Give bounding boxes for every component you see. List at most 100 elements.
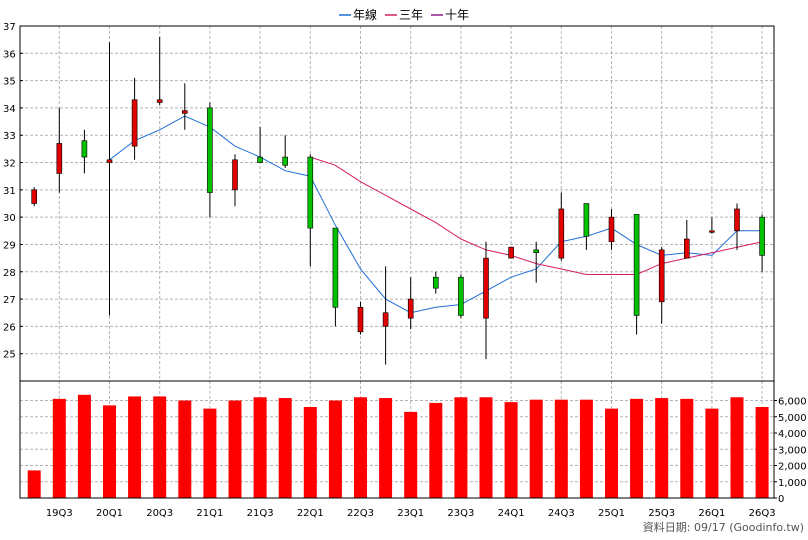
candle xyxy=(683,219,690,259)
volume-tick-label: 3,000 xyxy=(778,445,807,456)
volume-axis-ticks: 0 1,000 2,000 3,000 4,000 5,000 6,000 xyxy=(774,397,807,505)
candle-body xyxy=(56,143,63,174)
price-tick-label: 33 xyxy=(3,131,16,142)
candle-body xyxy=(307,156,314,229)
volume-bar xyxy=(705,408,719,498)
candle xyxy=(432,271,439,294)
candle xyxy=(658,247,665,324)
candle-body xyxy=(633,214,640,316)
candle-body xyxy=(257,156,263,163)
price-tick-label: 25 xyxy=(3,350,16,361)
candlesticks xyxy=(31,36,765,365)
x-tick-label: 23Q3 xyxy=(447,508,474,519)
candle xyxy=(508,246,514,259)
price-tick-label: 29 xyxy=(3,240,16,251)
price-tick-label: 35 xyxy=(3,77,16,88)
candle xyxy=(759,214,765,272)
candle xyxy=(131,77,138,160)
volume-tick-label: 4,000 xyxy=(778,429,807,440)
volume-bar xyxy=(655,398,669,498)
price-tick-label: 36 xyxy=(3,49,16,60)
candle-body xyxy=(81,140,88,158)
candle-body xyxy=(432,276,439,289)
candle xyxy=(357,301,364,335)
volume-bar xyxy=(755,407,769,498)
volume-bar xyxy=(103,405,116,498)
x-tick-label: 25Q3 xyxy=(648,508,675,519)
volume-bar xyxy=(554,399,568,498)
price-tick-label: 37 xyxy=(3,22,16,33)
candle-body xyxy=(207,107,213,193)
price-tick-label: 27 xyxy=(3,295,16,306)
volume-bar xyxy=(77,394,91,498)
volume-plot-frame xyxy=(19,380,775,499)
data-source-footer: 資料日期: 09/17 (Goodinfo.tw) xyxy=(643,520,804,534)
legend-label-annual: 年線 xyxy=(353,7,377,22)
x-axis-ticks: 19Q3 20Q1 20Q3 21Q1 21Q3 22Q1 22Q3 23Q1 23Q3 24Q1… xyxy=(46,508,776,519)
volume-tick-label: 1,000 xyxy=(778,478,807,489)
candle xyxy=(207,102,213,218)
candle-body xyxy=(407,298,414,319)
volume-bar xyxy=(178,400,192,498)
volume-bar xyxy=(579,399,593,498)
candle xyxy=(232,154,238,207)
candle-body xyxy=(483,257,489,319)
volume-bar xyxy=(153,396,167,498)
candle xyxy=(106,42,113,316)
x-tick-label: 25Q1 xyxy=(598,508,625,519)
volume-tick-label: 0 xyxy=(778,494,784,505)
candle-body xyxy=(232,159,238,191)
volume-bar xyxy=(278,398,292,498)
candle xyxy=(608,208,615,250)
candle xyxy=(56,107,63,193)
candle-body xyxy=(709,230,715,233)
volume-bar xyxy=(52,398,66,498)
candle xyxy=(633,214,640,335)
candle-body xyxy=(683,238,690,259)
price-tick-label: 28 xyxy=(3,268,16,279)
candle-body xyxy=(182,110,188,114)
price-plot-frame xyxy=(19,25,775,382)
volume-bar xyxy=(203,408,217,498)
x-tick-label: 22Q3 xyxy=(347,508,374,519)
price-grid xyxy=(20,26,774,381)
x-tick-label: 24Q1 xyxy=(498,508,525,519)
volume-bar xyxy=(228,400,242,498)
x-tick-label: 21Q1 xyxy=(196,508,223,519)
volume-bar xyxy=(303,407,317,498)
candle xyxy=(533,241,540,283)
candle xyxy=(583,203,590,250)
x-tick-label: 26Q3 xyxy=(749,508,776,519)
x-tick-label: 23Q1 xyxy=(397,508,424,519)
price-tick-label: 30 xyxy=(3,213,16,224)
x-tick-label: 24Q3 xyxy=(548,508,575,519)
volume-bar xyxy=(128,396,142,498)
legend-label-3yr: 三年 xyxy=(399,8,423,22)
candle-body xyxy=(131,99,138,147)
volume-bar xyxy=(429,402,443,498)
volume-tick-label: 2,000 xyxy=(778,462,807,473)
volume-tick-label: 5,000 xyxy=(778,413,807,424)
volume-bar xyxy=(354,397,367,498)
x-tick-label: 22Q1 xyxy=(297,508,324,519)
candle xyxy=(382,266,389,365)
volume-bar xyxy=(630,398,644,498)
volume-bar xyxy=(253,397,267,498)
x-tick-label: 19Q3 xyxy=(46,508,73,519)
candle-body xyxy=(658,249,665,303)
volume-bars xyxy=(27,394,769,498)
price-axis-ticks: 25 26 27 28 29 30 31 32 33 34 35 36 37 xyxy=(3,22,23,361)
volume-bar xyxy=(479,397,493,498)
candle-body xyxy=(458,276,464,316)
candle-body xyxy=(583,203,590,237)
candle-body xyxy=(156,99,163,103)
price-tick-label: 26 xyxy=(3,322,16,333)
candle xyxy=(558,192,565,261)
legend-label-10yr: 十年 xyxy=(445,8,469,22)
candle xyxy=(709,217,715,234)
candle-body xyxy=(558,208,565,259)
volume-bar xyxy=(680,398,694,498)
candle xyxy=(31,187,38,207)
candle-body xyxy=(332,227,339,308)
volume-bar xyxy=(504,402,518,498)
